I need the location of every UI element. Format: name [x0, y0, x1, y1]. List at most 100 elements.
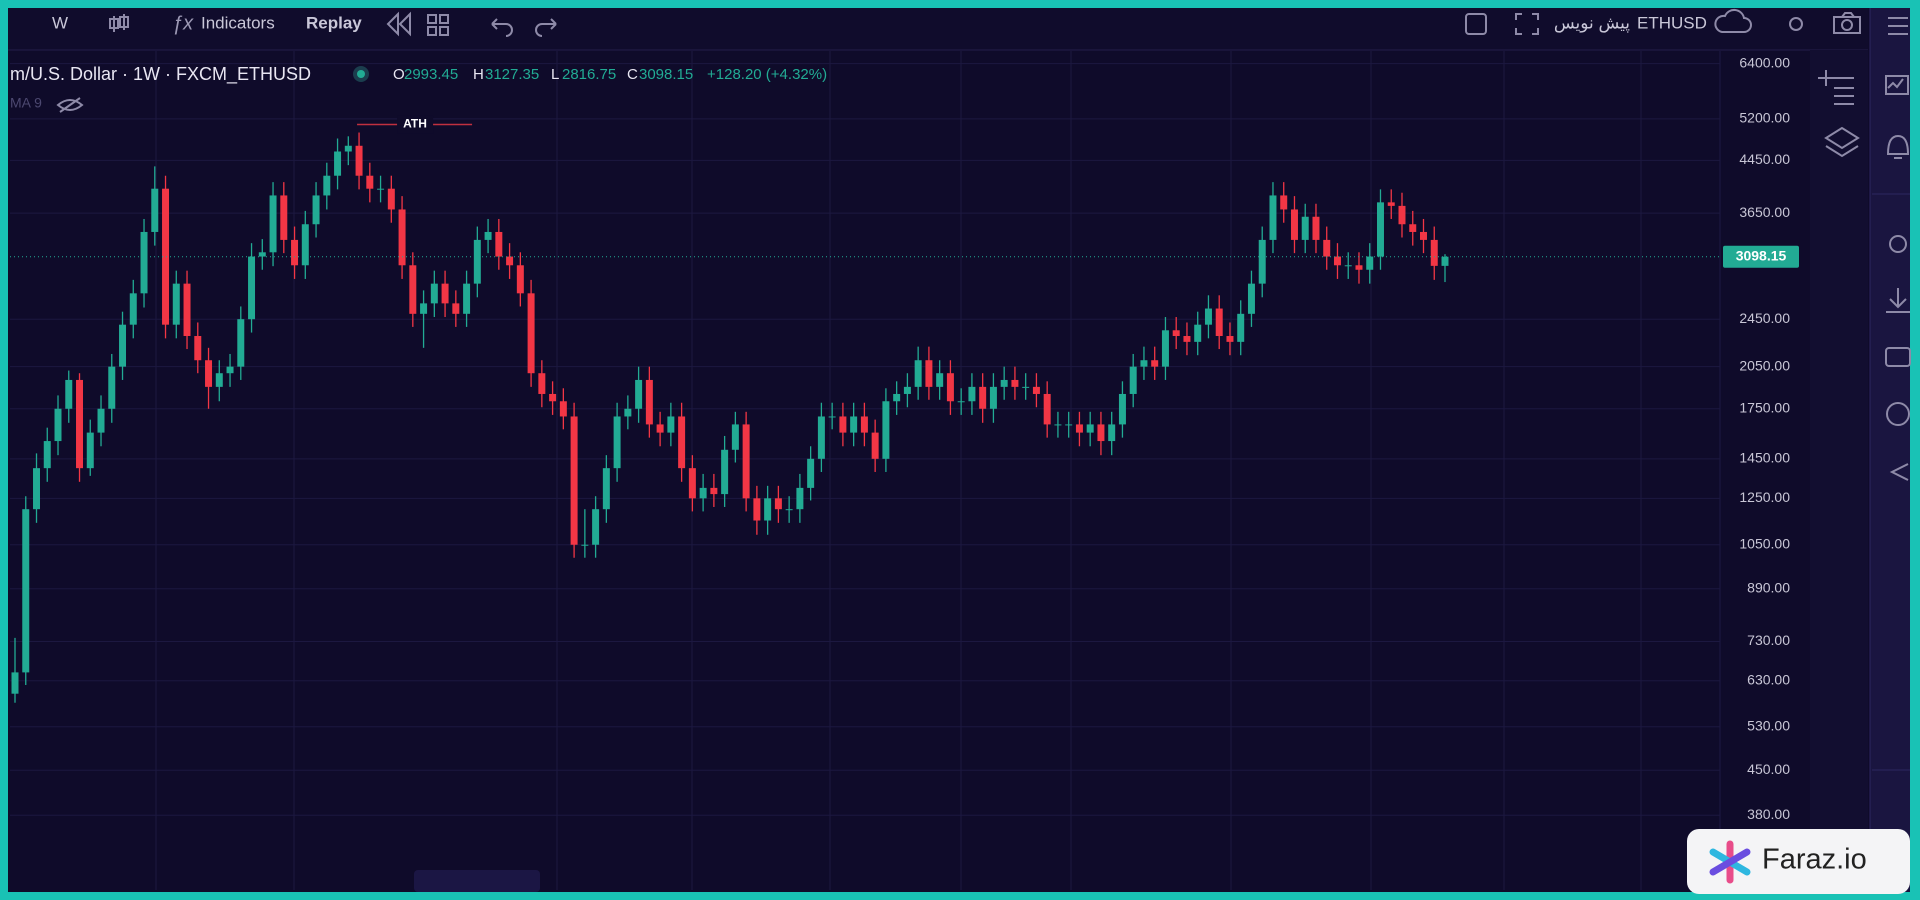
candle-body — [398, 209, 406, 266]
snapshot-button[interactable] — [1833, 12, 1861, 34]
candle-body — [764, 498, 772, 521]
candle-body — [656, 424, 664, 433]
candle-body — [602, 468, 610, 510]
candle-body — [538, 373, 546, 394]
candle-body — [97, 408, 105, 433]
candle-body — [1172, 330, 1180, 337]
settings-button[interactable] — [1789, 17, 1803, 31]
candle-body — [796, 487, 804, 510]
candle-body — [946, 373, 954, 402]
candle-body — [839, 416, 847, 433]
candle-body — [1258, 239, 1266, 284]
bottom-tab[interactable] — [414, 870, 540, 892]
profile-button[interactable] — [1886, 402, 1910, 426]
candle-body — [871, 432, 879, 459]
candle-body — [420, 303, 428, 314]
candle-body — [903, 386, 911, 394]
object-tree-button[interactable] — [1818, 70, 1854, 105]
current-price-tag — [1723, 245, 1799, 268]
download-button[interactable] — [1886, 288, 1910, 313]
redo-button[interactable] — [535, 18, 557, 37]
candle-body — [506, 256, 514, 266]
candle-body — [1247, 283, 1255, 314]
candle-body — [1398, 205, 1406, 225]
ohlc-letter: C — [627, 66, 638, 83]
candle-body — [301, 224, 309, 266]
brand-badge — [1687, 829, 1910, 894]
watchlist-button[interactable] — [1885, 75, 1909, 95]
hide-indicator-button[interactable] — [56, 97, 84, 113]
candle-body — [140, 231, 148, 294]
chart-background — [8, 8, 1910, 892]
candle-body — [1054, 424, 1062, 426]
y-tick-label: 6400.00 — [1739, 54, 1790, 70]
y-tick-label: 530.00 — [1747, 717, 1790, 733]
candle-body — [882, 401, 890, 459]
share-button[interactable] — [1889, 463, 1909, 481]
candle-body — [151, 188, 159, 232]
candle-body — [484, 231, 492, 240]
fullscreen-button[interactable] — [1515, 13, 1539, 35]
select-button[interactable] — [1465, 13, 1487, 35]
candle-body — [989, 386, 997, 409]
y-tick-label: 1050.00 — [1739, 535, 1790, 551]
candle-body — [807, 458, 815, 488]
sidebar-settings[interactable] — [1889, 235, 1907, 253]
candle-body — [925, 360, 933, 387]
candle-body — [280, 195, 288, 240]
layout-button[interactable] — [427, 14, 449, 36]
y-tick-label: 3650.00 — [1739, 204, 1790, 220]
candle-body — [226, 366, 234, 374]
candle-body — [1430, 239, 1438, 266]
indicators-button[interactable]: Indicators — [201, 13, 275, 32]
candle-body — [774, 498, 782, 510]
candle-body — [549, 393, 557, 402]
candle-body — [592, 509, 600, 545]
y-tick-label: 630.00 — [1747, 671, 1790, 687]
ohlc-letter: H — [473, 66, 484, 83]
replay-button[interactable]: Replay — [306, 13, 362, 32]
candle-body — [1065, 424, 1073, 426]
candle-body — [409, 265, 417, 314]
candle-body — [581, 544, 589, 546]
candle-body — [1280, 195, 1288, 210]
candle-body — [785, 509, 793, 511]
alerts-button[interactable] — [1886, 134, 1910, 159]
candle-body — [742, 424, 750, 499]
candle-body — [1011, 379, 1019, 387]
candle-body — [1194, 324, 1202, 342]
candle-body — [516, 265, 524, 294]
y-tick-label: 1250.00 — [1739, 489, 1790, 505]
candle-body — [1420, 231, 1427, 240]
candle-body — [731, 424, 739, 450]
candle-body — [1387, 202, 1395, 206]
layers-button[interactable] — [1824, 126, 1860, 158]
candle-body — [678, 416, 686, 469]
ohlc-value: 2993.45 — [404, 66, 458, 83]
candle-body — [108, 366, 116, 409]
card-button[interactable] — [1885, 347, 1911, 367]
y-tick-label: 2050.00 — [1739, 357, 1790, 373]
candle-body — [559, 401, 567, 417]
candle-body — [377, 188, 385, 190]
chart-type-button[interactable] — [109, 14, 129, 32]
symbol-label[interactable]: ETHUSD — [1637, 13, 1707, 32]
candle-body — [172, 283, 180, 325]
replay-icon — [386, 11, 411, 37]
ohlc-letter: O — [393, 66, 405, 83]
candle-body — [1043, 393, 1051, 425]
candle-body — [1032, 386, 1040, 394]
menu-button[interactable] — [1888, 17, 1908, 35]
candle-body — [914, 360, 922, 387]
y-tick-label: 380.00 — [1747, 806, 1790, 822]
annotation-label: ATH — [403, 117, 427, 131]
candle-body — [33, 468, 40, 510]
undo-button[interactable] — [491, 18, 513, 37]
candle-body — [1086, 424, 1094, 433]
candle-body — [667, 416, 675, 433]
interval-button[interactable]: W — [52, 13, 68, 32]
ohlc-value: 2816.75 — [562, 66, 616, 83]
y-tick-label: 730.00 — [1747, 632, 1790, 648]
status-dot — [357, 70, 365, 78]
candle-body — [1129, 366, 1137, 394]
